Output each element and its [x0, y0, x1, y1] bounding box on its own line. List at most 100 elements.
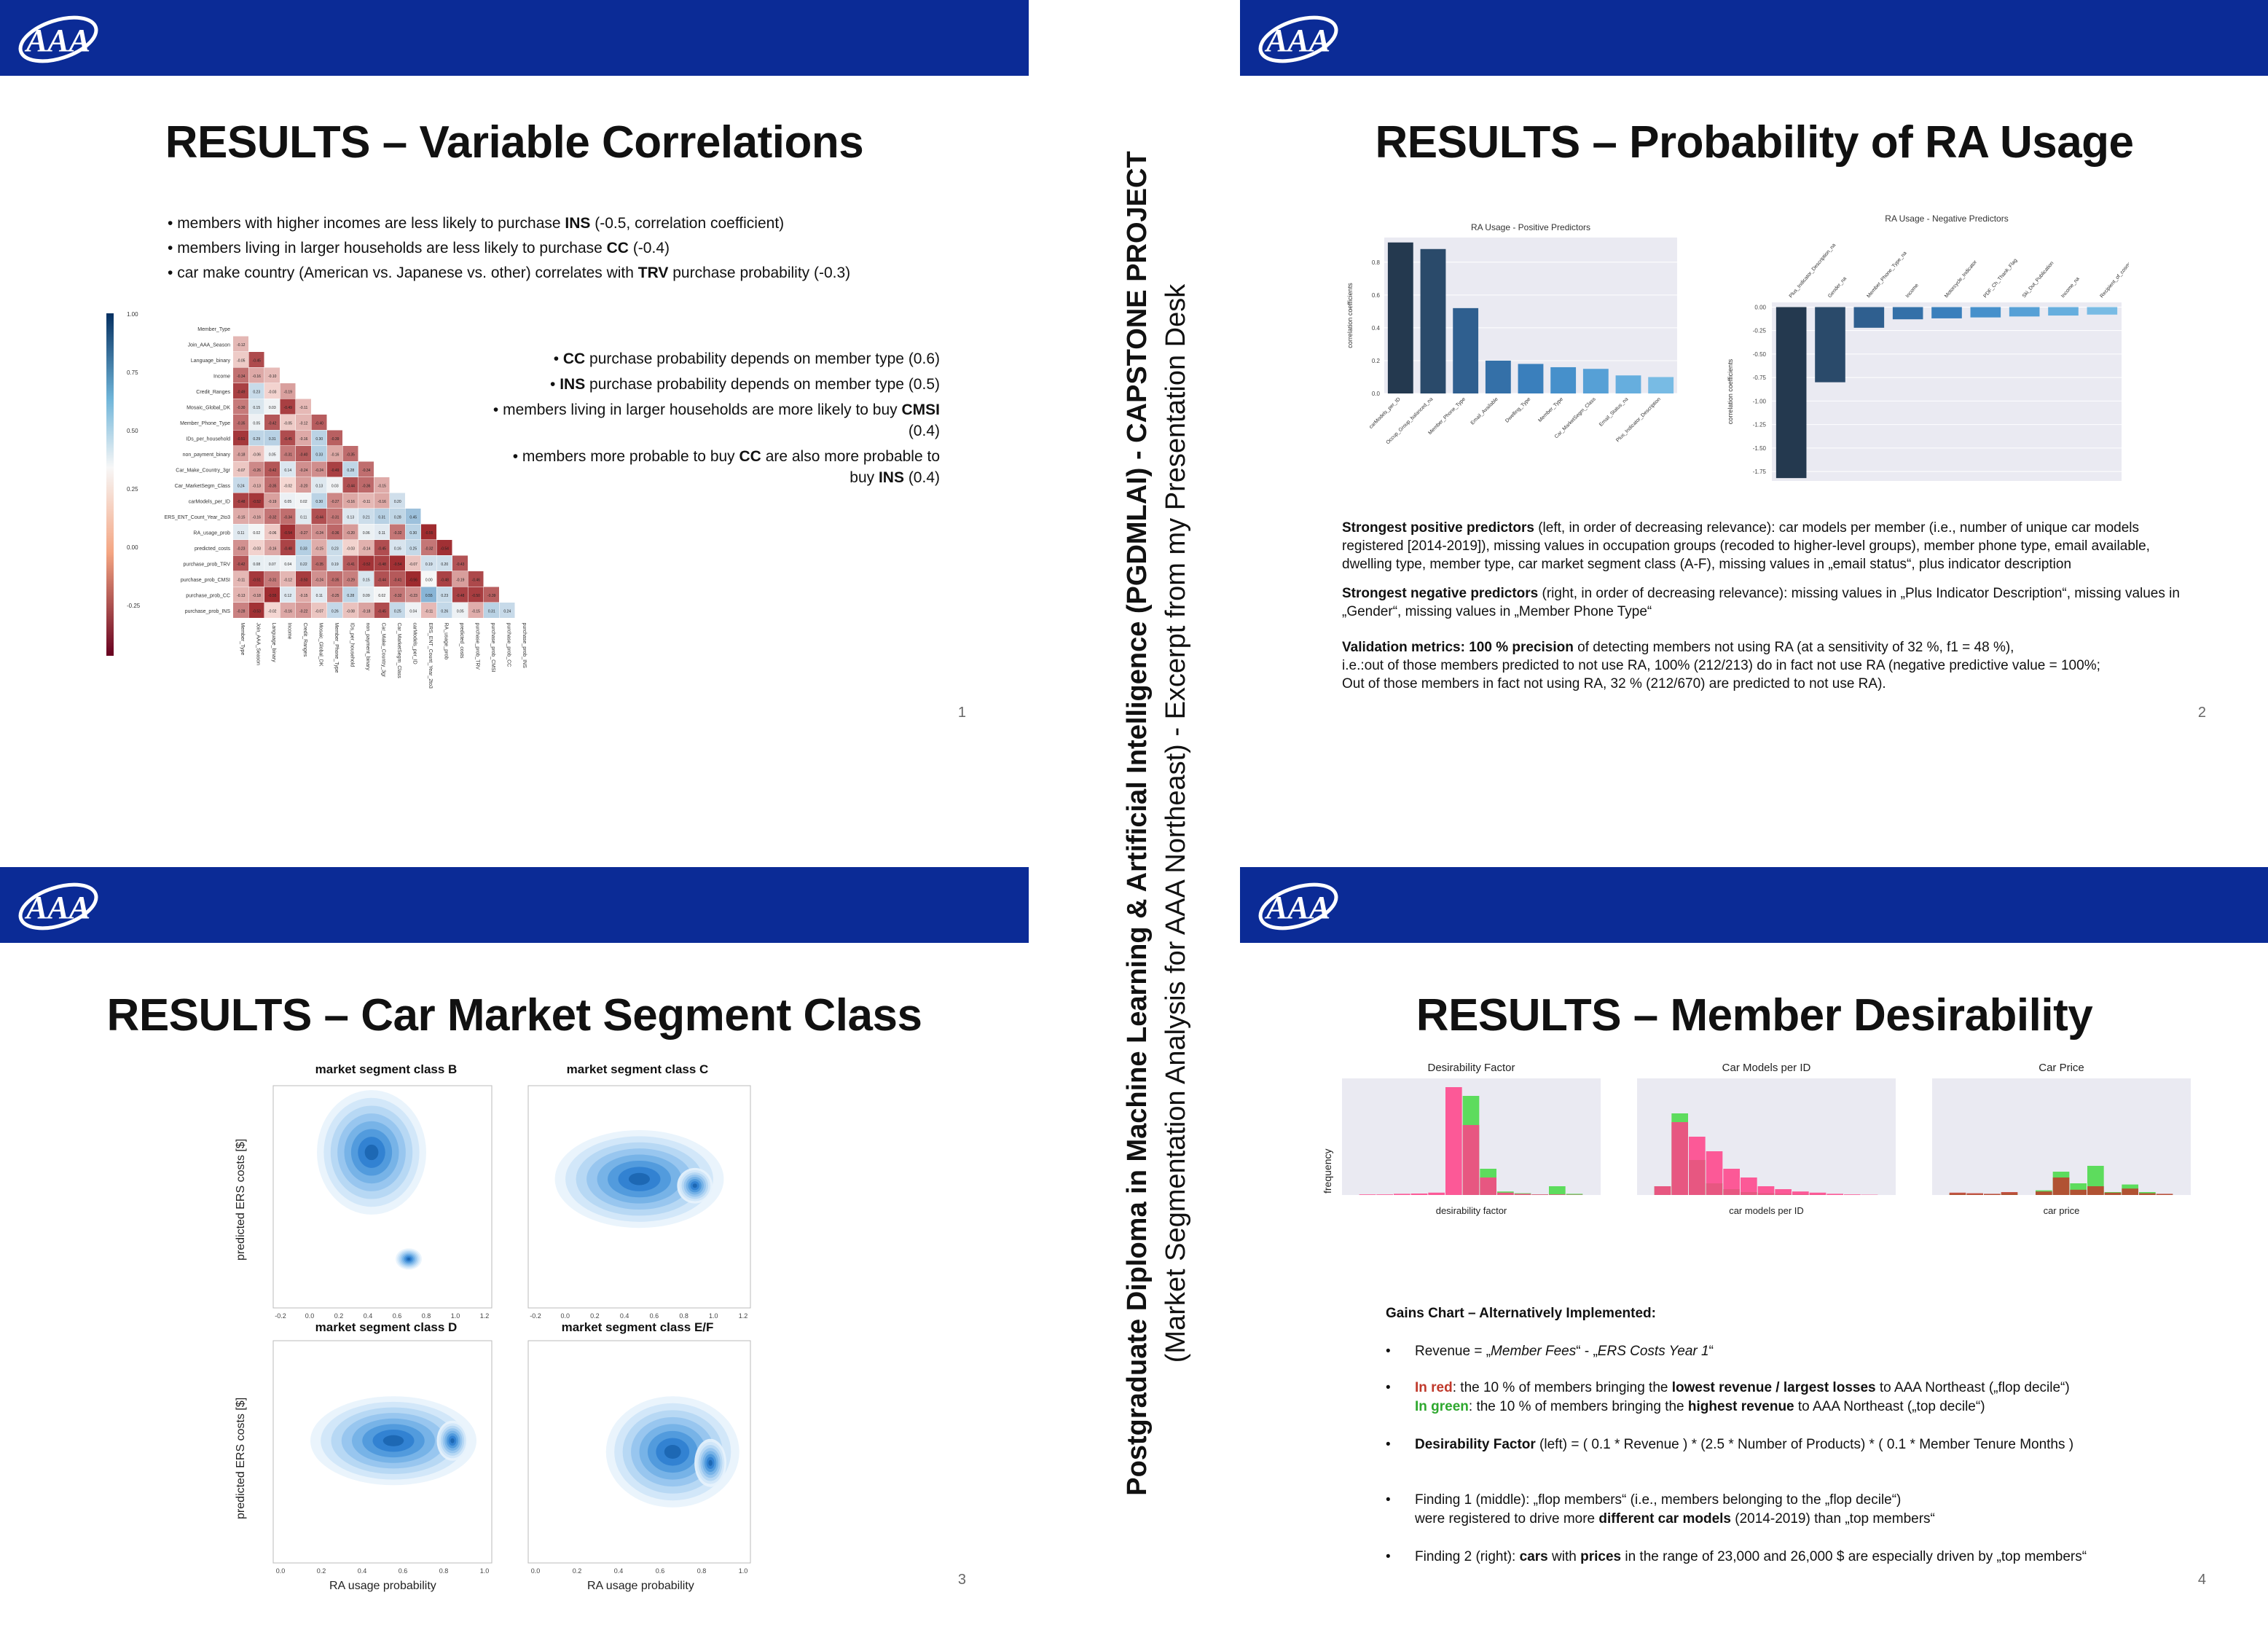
cell-value: -0.24	[315, 469, 324, 473]
validation-line3: Out of those members in fact not using R…	[1342, 676, 1886, 691]
col-label: Join_AAA_Season	[255, 623, 260, 665]
cell-value: 0.04	[409, 609, 417, 614]
heatmap-cell	[342, 477, 358, 493]
cell-value: -0.13	[253, 484, 262, 488]
heatmap-cell	[248, 509, 264, 524]
bar	[1815, 307, 1845, 383]
heatmap-cell	[327, 603, 342, 618]
hist-bar-red	[1359, 1194, 1376, 1195]
heatmap-cell	[311, 461, 327, 477]
x-tick-label: 0.4	[358, 1567, 367, 1575]
density-contour	[364, 1144, 379, 1161]
cell-value: 0.20	[394, 500, 401, 504]
cell-value: 0.26	[441, 609, 448, 614]
cell-value: -0.35	[347, 452, 356, 457]
cell-value: -0.12	[237, 343, 246, 348]
cell-value: 0.06	[363, 531, 370, 536]
text: cars	[1519, 1549, 1548, 1564]
heatmap-cell	[436, 587, 452, 603]
heatmap-cell	[342, 603, 358, 618]
y-tick-label: 0.0	[1372, 391, 1381, 397]
cell-value: -0.44	[378, 578, 387, 582]
cell-value: -0.18	[253, 594, 262, 598]
text: Member Fees	[1491, 1344, 1577, 1359]
heatmap-cell	[327, 493, 342, 509]
heatmap-cell	[374, 493, 390, 509]
cell-value: -0.16	[299, 437, 308, 442]
x-tick-label: 0.2	[334, 1312, 344, 1320]
heatmap-cell	[342, 571, 358, 587]
vertical-subtitle: (Market Segmentation Analysis for AAA No…	[1161, 283, 1191, 1363]
heatmap-cell	[264, 367, 280, 383]
heatmap-cell	[264, 461, 280, 477]
cell-value: 0.03	[331, 484, 339, 488]
col-label: Income	[286, 623, 291, 640]
positive-text: (left, in order of decreasing relevance)…	[1342, 520, 2150, 572]
positive-heading: Strongest positive predictors	[1342, 520, 1534, 536]
vertical-caption: Postgraduate Diploma in Machine Learning…	[1122, 138, 1192, 1508]
heatmap-cell	[233, 367, 248, 383]
chart-title: RA Usage - Negative Predictors	[1885, 213, 2008, 224]
x-tick-label: 1.0	[709, 1312, 718, 1320]
col-label: purchase_prob_TRV	[474, 623, 479, 670]
heatmap-cell	[358, 587, 374, 603]
heatmap-cell	[374, 571, 390, 587]
text: “ - „	[1576, 1344, 1598, 1359]
text: in the range of 23,000 and 26,000 $ are …	[1621, 1549, 2087, 1564]
cell-value: -0.41	[393, 578, 402, 582]
cell-value: 0.19	[425, 563, 433, 567]
heatmap-cell	[452, 603, 468, 618]
x-tick-label: carModels_per_ID	[1368, 396, 1401, 429]
panel-title: market segment class D	[315, 1320, 458, 1334]
heatmap-cell	[421, 571, 436, 587]
bar	[1518, 364, 1544, 393]
cell-value: 0.11	[379, 531, 386, 536]
heatmap-cell	[421, 524, 436, 540]
bar	[1453, 307, 1479, 393]
cell-value: -0.52	[253, 500, 262, 504]
cell-value: 0.21	[363, 515, 370, 520]
page-title: RESULTS – Car Market Segment Class	[106, 990, 922, 1041]
bullet-item: • INS purchase probability depends on me…	[550, 376, 940, 393]
cell-value: -0.48	[378, 563, 387, 567]
heatmap-cell	[468, 587, 484, 603]
heatmap-cell	[452, 571, 468, 587]
hist-bar-red	[1826, 1194, 1843, 1195]
cell-value: -0.45	[284, 437, 293, 442]
cell-value: 0.11	[300, 515, 307, 520]
heatmap-cell	[264, 446, 280, 461]
svg-text:AAA: AAA	[24, 890, 90, 925]
cell-value: -0.19	[284, 390, 293, 394]
x-tick-label: Plus_Indicator_Description_na	[1789, 243, 1837, 299]
heatmap-cell	[327, 587, 342, 603]
x-tick-label: 0.0	[531, 1567, 541, 1575]
x-tick-label: 1.0	[480, 1567, 490, 1575]
x-tick-label: PDF_Ch_Thank_Flag	[1983, 258, 2019, 299]
bar	[2048, 307, 2079, 316]
bar	[1615, 375, 1641, 393]
cell-value: -0.16	[378, 500, 387, 504]
text: Finding 2 (right):	[1415, 1549, 1520, 1564]
cell-value: 0.26	[331, 609, 339, 614]
cell-value: -0.05	[237, 358, 246, 363]
cell-value: -0.34	[284, 515, 293, 520]
cell-value: -0.36	[331, 531, 340, 536]
cell-value: -0.41	[347, 563, 356, 567]
cell-value: 0.30	[315, 500, 323, 504]
cell-value: -0.16	[268, 546, 277, 551]
text: different car models	[1598, 1511, 1731, 1527]
hist-bar-red	[2052, 1177, 2070, 1195]
cell-value: -0.44	[315, 515, 324, 520]
x-tick-label: Motorcycle_Indicator	[1944, 259, 1978, 299]
heatmap-cell	[436, 555, 452, 571]
heatmap-cell	[296, 493, 311, 509]
row-label: Member_Phone_Type	[180, 421, 230, 426]
x-tick-label: 0.6	[650, 1312, 659, 1320]
hist-bar-red	[1654, 1186, 1671, 1195]
heatmap-cell	[248, 493, 264, 509]
cell-value: -0.26	[253, 469, 262, 473]
bullet-item: members with higher incomes are less lik…	[168, 211, 850, 236]
hist-bar-red	[1741, 1177, 1757, 1195]
text: prices	[1580, 1549, 1622, 1564]
bullet-item: • members living in larger households ar…	[493, 401, 940, 439]
